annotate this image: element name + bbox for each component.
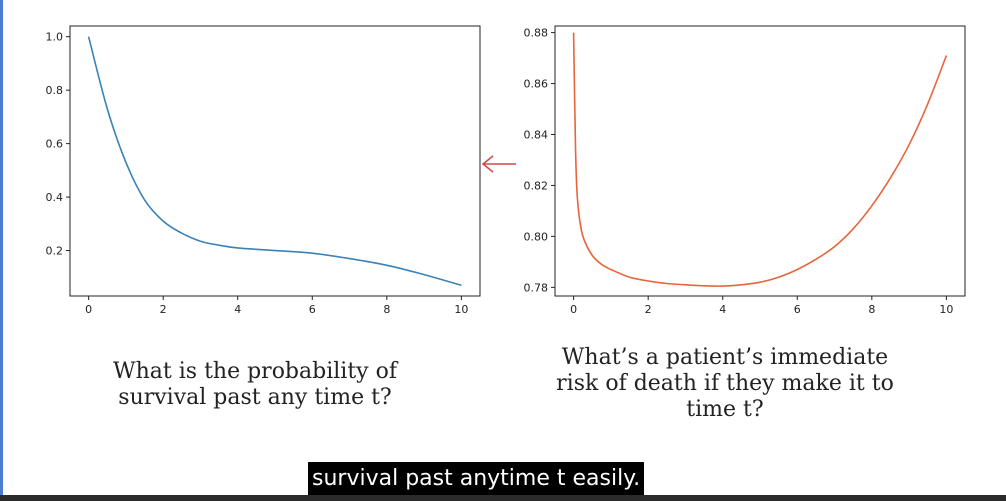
y-tick-label: 0.80 — [524, 230, 549, 243]
x-tick-label: 4 — [234, 303, 241, 316]
y-tick-label: 0.6 — [46, 138, 64, 151]
hazard-chart: 0 2 4 6 8 10 0.78 0.80 0.82 0.84 0.86 0.88 — [524, 25, 966, 316]
plot-frame — [554, 25, 966, 297]
caption-hazard: What’s a patient’s immediate risk of dea… — [540, 345, 910, 423]
y-tick-label: 0.4 — [46, 191, 64, 204]
caption-line: time t? — [686, 397, 764, 422]
x-tick-label: 0 — [570, 303, 577, 316]
caption-line: What is the probability of — [113, 359, 397, 384]
x-tick-label: 8 — [383, 303, 390, 316]
caption-line: survival past any time t? — [118, 385, 392, 410]
y-tick-label: 0.78 — [524, 281, 549, 294]
window-left-edge — [0, 0, 3, 501]
y-tick-label: 0.86 — [524, 78, 549, 91]
caption-line: risk of death if they make it to — [556, 371, 894, 396]
x-tick-label: 6 — [794, 303, 801, 316]
arrow-left-icon — [481, 155, 516, 173]
y-tick-label: 0.82 — [524, 179, 549, 192]
y-tick-label: 1.0 — [46, 31, 64, 44]
x-tick-label: 4 — [719, 303, 726, 316]
x-tick-label: 10 — [454, 303, 468, 316]
x-tick-label: 10 — [939, 303, 953, 316]
x-tick-label: 2 — [160, 303, 167, 316]
y-tick-label: 0.88 — [524, 27, 549, 40]
y-tick-label: 0.8 — [46, 84, 64, 97]
caption-line: What’s a patient’s immediate — [561, 345, 889, 370]
plot-frame — [69, 25, 481, 297]
x-tick-label: 8 — [868, 303, 875, 316]
y-tick-label: 0.2 — [46, 245, 64, 258]
bottom-bar — [0, 495, 1006, 501]
y-tick-label: 0.84 — [524, 129, 549, 142]
caption-survival: What is the probability of survival past… — [100, 359, 410, 411]
survival-chart: 0 2 4 6 8 10 0.2 0.4 0.6 0.8 1.0 — [46, 25, 481, 316]
video-subtitle: survival past anytime t easily. — [308, 462, 645, 495]
series-line — [572, 32, 948, 287]
x-tick-label: 2 — [645, 303, 652, 316]
x-tick-label: 6 — [309, 303, 316, 316]
series-line — [87, 36, 462, 287]
x-tick-label: 0 — [85, 303, 92, 316]
